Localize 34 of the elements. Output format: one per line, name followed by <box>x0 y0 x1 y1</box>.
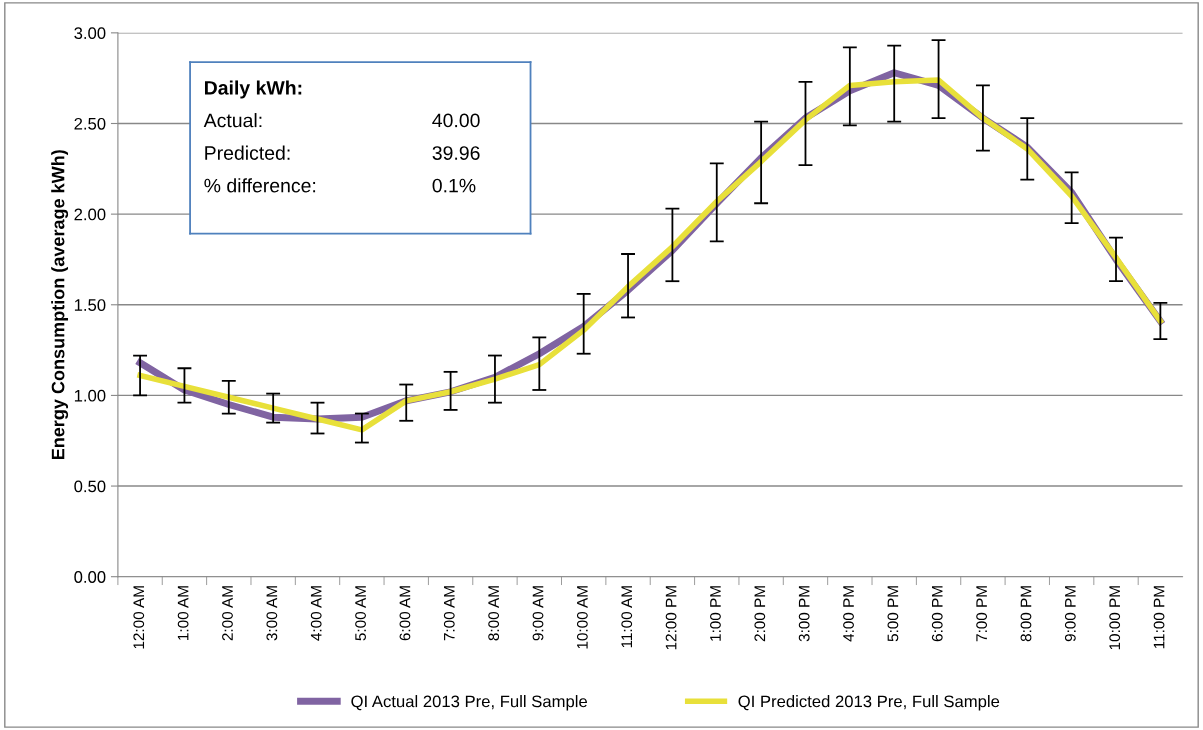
x-tick-label: 2:00 AM <box>222 586 233 641</box>
x-tick-label: 8:00 PM <box>1020 586 1032 642</box>
y-tick-label: 0.00 <box>74 571 106 583</box>
x-tick-label: 1:00 AM <box>177 586 189 640</box>
x-tick-label: 9:00 AM <box>532 586 544 641</box>
x-tick-label: 11:00 AM <box>621 586 633 648</box>
x-tick-label: 5:00 PM <box>887 586 899 642</box>
x-tick-label: 8:00 AM <box>488 586 500 641</box>
y-tick-label: 1.50 <box>74 299 106 311</box>
x-tick-label: 7:00 AM <box>443 586 455 641</box>
x-tick-label: 10:00 AM <box>576 586 588 649</box>
y-tick-label: 3.00 <box>74 27 106 40</box>
x-tick-label: 12:00 PM <box>665 586 677 650</box>
legend-label: QI Predicted 2013 Pre, Full Sample <box>738 695 1000 711</box>
x-tick-label: 10:00 PM <box>1109 586 1121 650</box>
x-tick-label: 9:00 PM <box>1064 586 1076 642</box>
y-tick-label: 1.00 <box>74 389 106 402</box>
x-tick-label: 3:00 AM <box>266 586 278 641</box>
x-tick-label: 7:00 PM <box>976 586 988 642</box>
y-tick-label: 2.00 <box>74 208 106 221</box>
legend-label: QI Actual 2013 Pre, Full Sample <box>351 695 587 711</box>
x-tick-label: 1:00 PM <box>710 586 721 641</box>
x-tick-label: 5:00 AM <box>355 586 366 641</box>
x-tick-label: 11:00 PM <box>1153 586 1165 649</box>
y-axis-title: Energy Consumption (average kWh) <box>51 150 69 460</box>
x-tick-label: 4:00 PM <box>843 586 854 642</box>
x-tick-label: 6:00 AM <box>399 586 411 641</box>
x-tick-label: 2:00 PM <box>754 586 766 642</box>
x-tick-label: 3:00 PM <box>798 586 810 642</box>
x-tick-label: 4:00 AM <box>310 586 322 641</box>
y-tick-label: 0.50 <box>74 480 106 493</box>
y-tick-label: 2.50 <box>74 117 106 130</box>
x-tick-label: 6:00 PM <box>931 586 943 642</box>
x-tick-label: 12:00 AM <box>133 586 145 649</box>
